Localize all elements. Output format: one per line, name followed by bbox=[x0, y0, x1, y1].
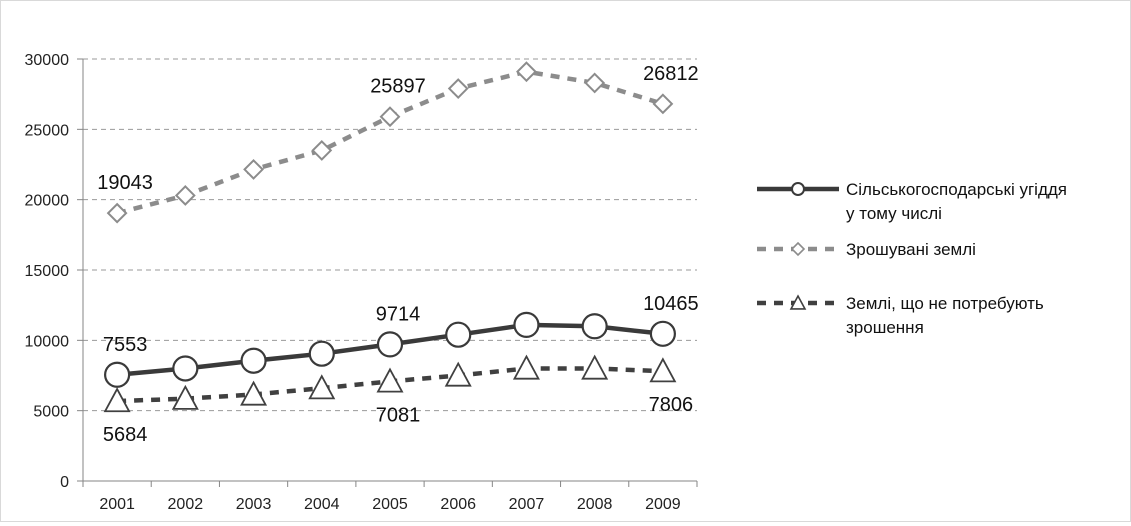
triangle-marker bbox=[789, 294, 807, 310]
data-label: 7806 bbox=[649, 394, 694, 416]
circle-marker-point bbox=[581, 313, 608, 340]
triangle-marker-point bbox=[171, 384, 199, 410]
circle-marker-point bbox=[172, 355, 199, 382]
x-tick-label: 2006 bbox=[440, 496, 476, 513]
triangle-marker-point bbox=[308, 374, 336, 400]
diamond-marker-point bbox=[447, 78, 469, 99]
diamond-marker-point bbox=[311, 140, 333, 161]
y-tick-label: 25000 bbox=[25, 122, 70, 139]
x-tick-label: 2009 bbox=[645, 496, 681, 513]
legend-label: Сільськогосподарські угіддя bbox=[846, 180, 1067, 199]
diamond-marker-point bbox=[516, 61, 537, 83]
x-tick-label: 2001 bbox=[99, 496, 135, 513]
diamond-marker bbox=[790, 241, 806, 257]
triangle-marker-point bbox=[103, 387, 131, 413]
y-tick-label: 10000 bbox=[25, 333, 70, 350]
triangle-marker-point bbox=[444, 361, 472, 387]
diamond-marker-point bbox=[174, 185, 196, 206]
x-tick-label: 2007 bbox=[509, 496, 545, 513]
circle-marker-point bbox=[445, 321, 472, 348]
y-tick-label: 15000 bbox=[25, 263, 70, 280]
data-label: 5684 bbox=[103, 424, 148, 446]
triangle-marker-point bbox=[649, 357, 677, 383]
circle-marker-point bbox=[513, 311, 540, 338]
x-tick-label: 2008 bbox=[577, 496, 613, 513]
legend-label: зрошення bbox=[846, 318, 924, 337]
data-label: 7081 bbox=[376, 404, 421, 426]
circle-marker bbox=[791, 182, 805, 196]
diamond-marker-point bbox=[379, 106, 401, 128]
data-label: 9714 bbox=[376, 303, 421, 325]
circle-marker-point bbox=[104, 361, 131, 388]
circle-marker-point bbox=[376, 331, 404, 358]
diamond-marker-point bbox=[652, 93, 674, 115]
data-label: 26812 bbox=[643, 63, 699, 85]
diamond-marker-point bbox=[243, 159, 264, 180]
axis-layer: 0 5000 10000 15000 20000 25000 30000 2001 2002 20… bbox=[25, 52, 698, 513]
data-label: 7553 bbox=[103, 334, 148, 356]
series-layer bbox=[103, 61, 677, 413]
y-tick-label: 20000 bbox=[25, 193, 70, 210]
triangle-marker-point bbox=[240, 380, 268, 406]
x-tick-label: 2002 bbox=[168, 496, 204, 513]
diamond-marker-point bbox=[106, 202, 128, 224]
triangle-marker-point bbox=[581, 354, 609, 380]
circle-marker-point bbox=[240, 347, 267, 374]
triangle-marker-point bbox=[512, 354, 540, 380]
y-tick-label: 5000 bbox=[33, 404, 69, 421]
data-label: 19043 bbox=[97, 172, 153, 194]
legend-label: Зрошувані землі bbox=[846, 240, 976, 259]
circle-marker-point bbox=[649, 320, 676, 347]
y-tick-label: 0 bbox=[60, 474, 69, 491]
x-tick-label: 2003 bbox=[236, 496, 272, 513]
y-tick-label: 30000 bbox=[25, 52, 70, 69]
data-label: 25897 bbox=[370, 76, 426, 98]
triangle-marker-point bbox=[376, 367, 404, 393]
x-tick-label: 2005 bbox=[372, 496, 408, 513]
legend-label: у тому числі bbox=[846, 204, 942, 223]
x-tick-label: 2004 bbox=[304, 496, 340, 513]
data-label: 10465 bbox=[643, 293, 699, 315]
diamond-marker-point bbox=[584, 72, 606, 94]
legend: Сільськогосподарські угіддя у тому числі З… bbox=[757, 180, 1067, 337]
circle-marker-point bbox=[308, 340, 335, 367]
legend-label: Землі, що не потребують bbox=[846, 294, 1044, 313]
data-label-layer: 7553 9714 10465 19043 25897 26812 5684 7081 7806 bbox=[97, 63, 698, 446]
